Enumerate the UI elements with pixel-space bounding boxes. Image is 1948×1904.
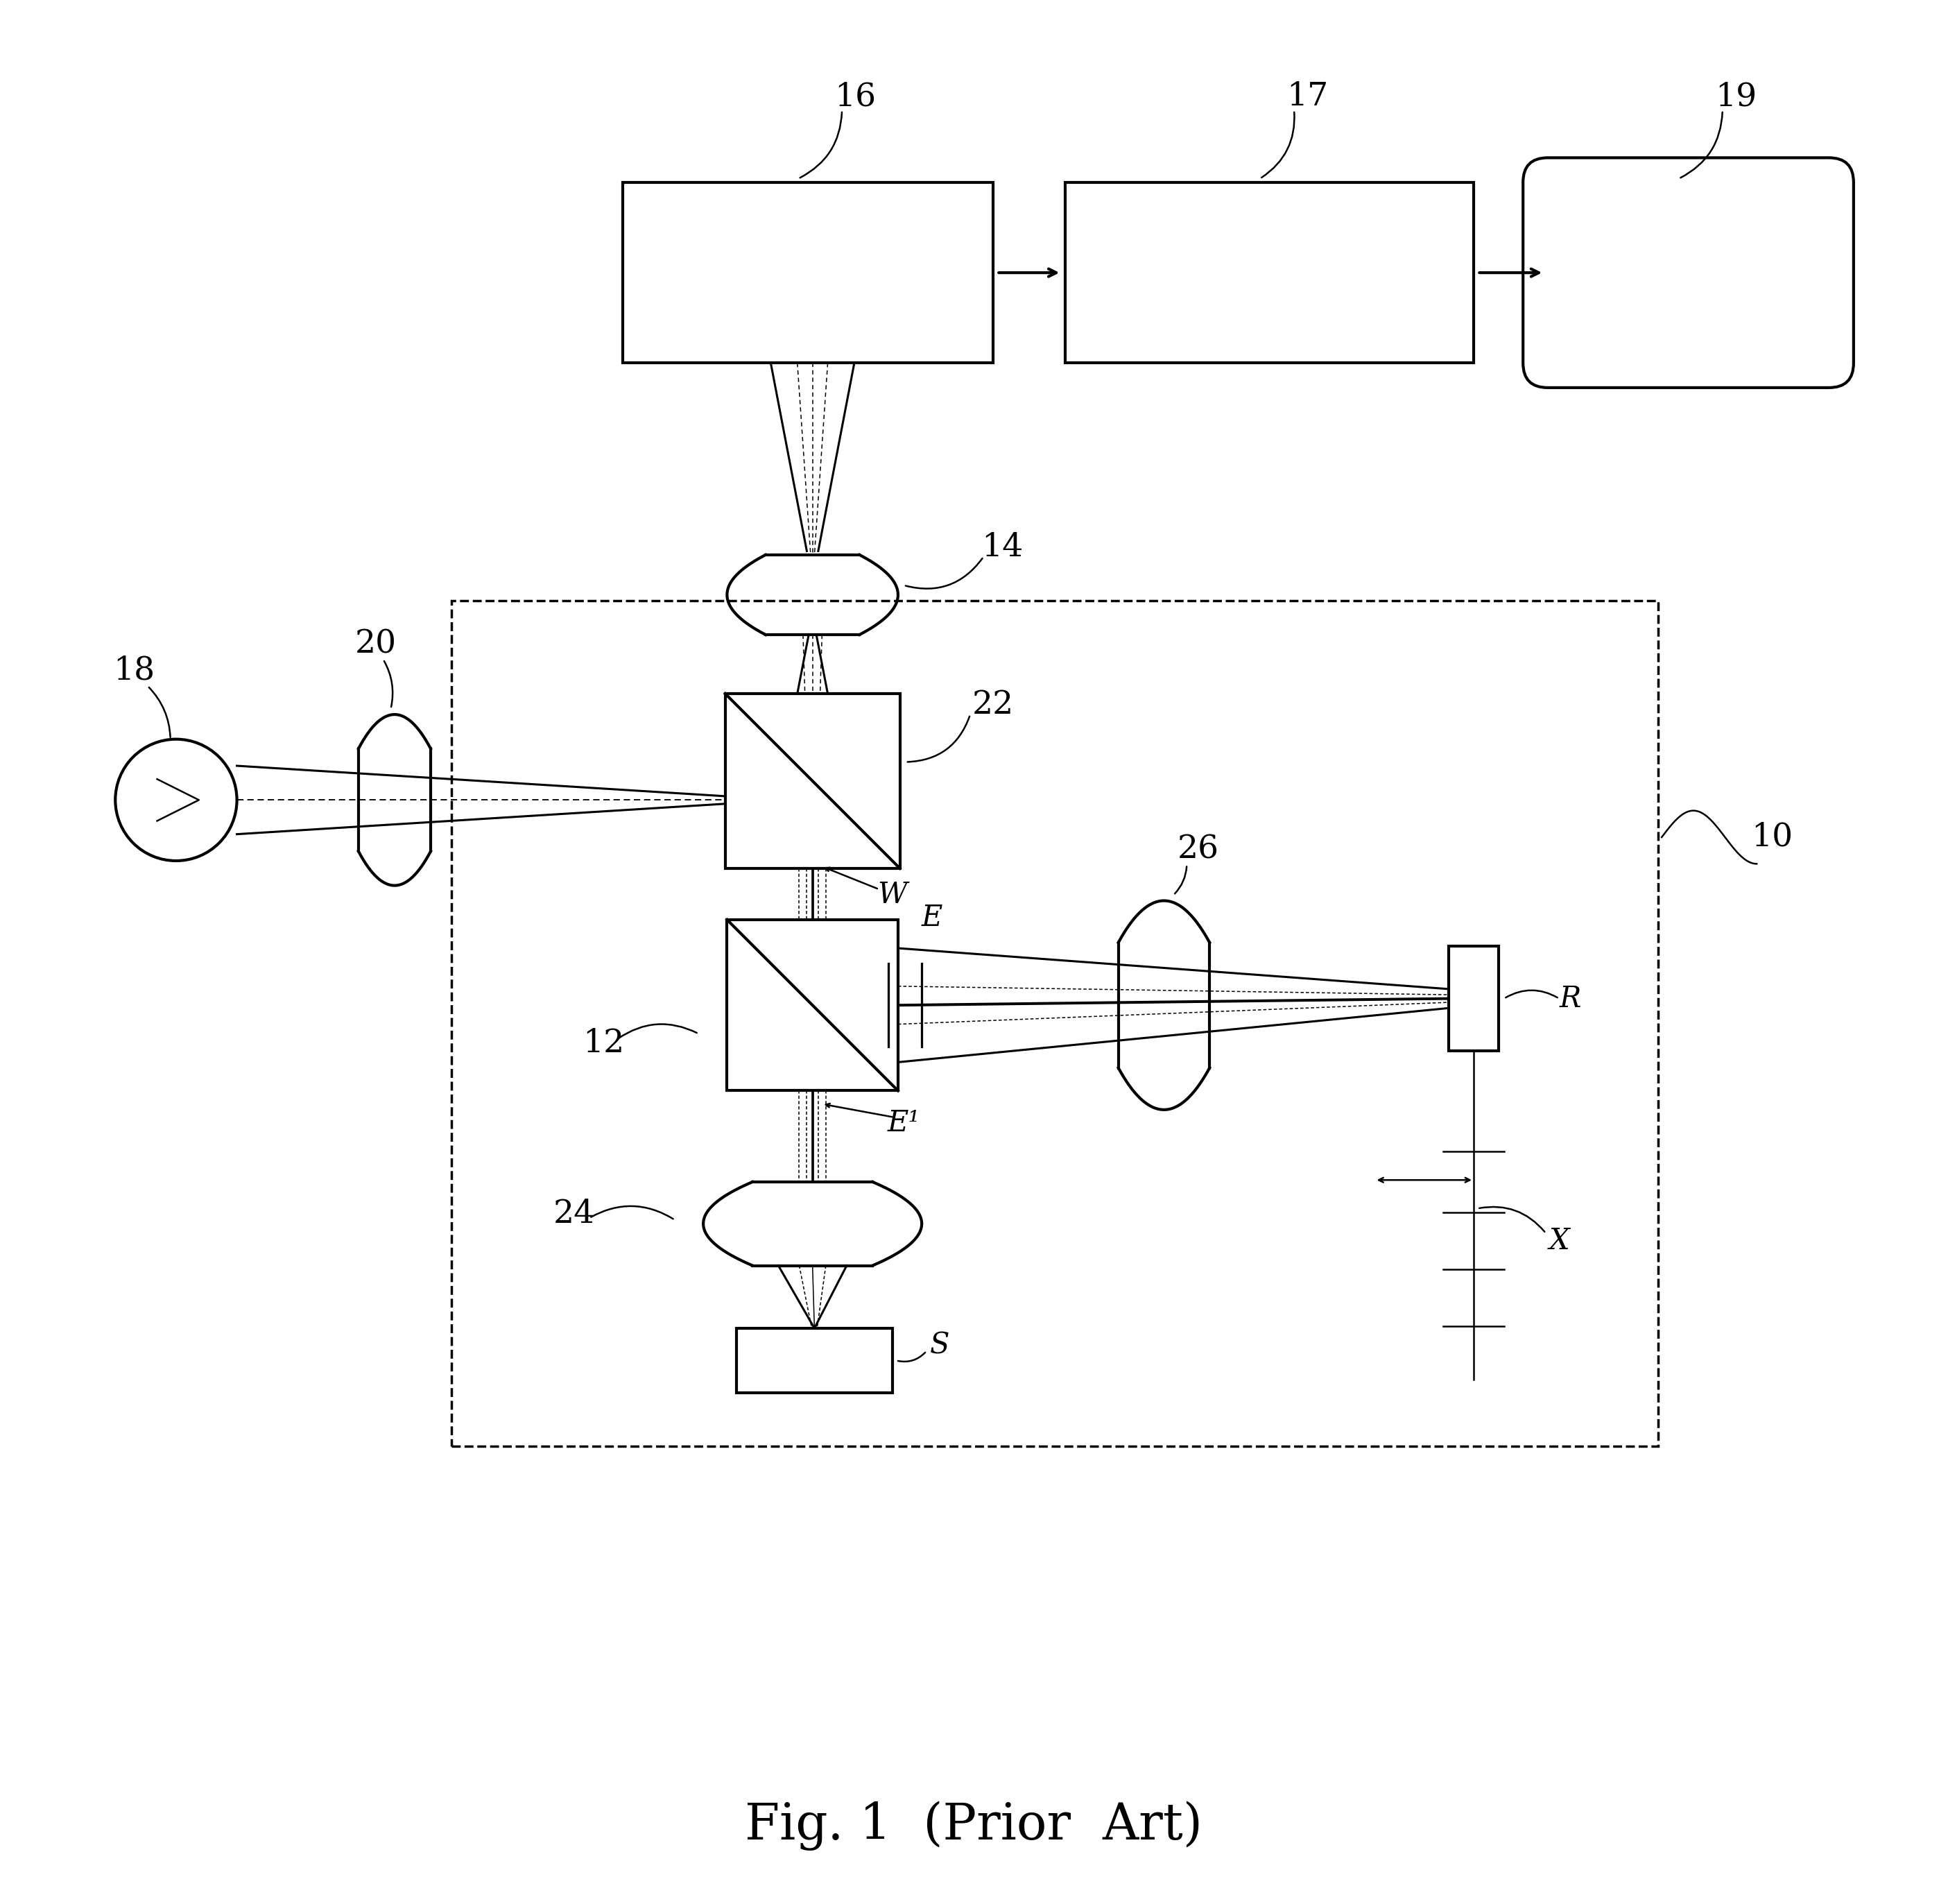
Text: 22: 22: [972, 689, 1013, 722]
Text: X: X: [1549, 1226, 1570, 1255]
Bar: [623, 183, 993, 364]
Text: Fig. 1  (Prior  Art): Fig. 1 (Prior Art): [746, 1801, 1202, 1851]
Text: 19: 19: [1714, 82, 1757, 112]
Text: E¹: E¹: [888, 1108, 919, 1137]
Bar: [725, 693, 900, 868]
Text: W: W: [877, 880, 908, 910]
Text: 20: 20: [355, 628, 397, 661]
Text: 12: 12: [582, 1028, 625, 1059]
Text: 16: 16: [834, 82, 877, 112]
Bar: [727, 920, 898, 1091]
Bar: [1066, 183, 1473, 364]
Bar: [452, 600, 1658, 1445]
Text: R: R: [1560, 984, 1582, 1013]
Bar: [1449, 946, 1498, 1051]
Text: 26: 26: [1177, 834, 1219, 864]
Text: 18: 18: [113, 655, 156, 687]
Text: S: S: [929, 1331, 951, 1359]
Text: 10: 10: [1751, 821, 1792, 853]
Text: 24: 24: [553, 1198, 594, 1230]
Text: E: E: [921, 902, 943, 933]
FancyBboxPatch shape: [1523, 158, 1854, 388]
Text: 17: 17: [1286, 82, 1329, 112]
Text: 14: 14: [982, 531, 1023, 564]
Bar: [736, 1329, 892, 1394]
